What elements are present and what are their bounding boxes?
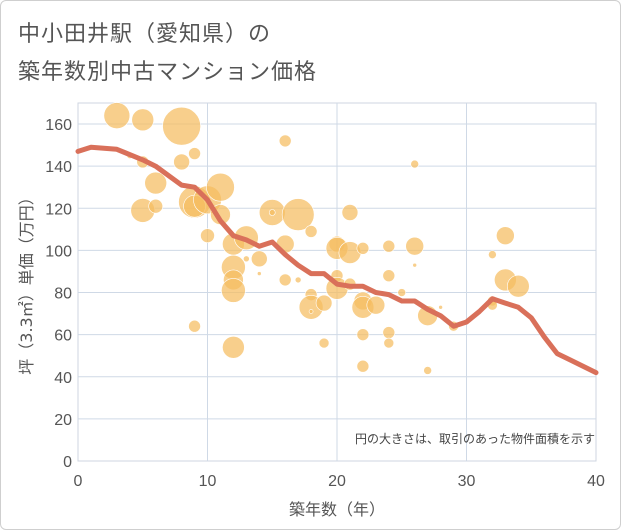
bubble-point: [250, 250, 268, 268]
bubble-point: [206, 172, 235, 202]
bubble-point: [188, 319, 201, 333]
bubble-point: [405, 236, 425, 256]
x-axis-title: 築年数（年）: [289, 500, 385, 519]
bubble-point: [131, 108, 155, 132]
bubble-point: [356, 242, 370, 255]
y-tick-label: 100: [45, 243, 72, 260]
bubble-point: [221, 278, 246, 303]
bubble-point: [423, 366, 432, 375]
y-tick-label: 160: [45, 117, 72, 134]
bubble-point: [148, 198, 163, 214]
bubble-point: [356, 328, 370, 341]
bubble-point: [268, 209, 276, 216]
bubble-point: [315, 294, 333, 312]
tick-labels: 0 20 40 60 80 100 120 140 160 0 10 20 30 40: [45, 117, 605, 490]
bubble-point: [338, 241, 362, 264]
bubbles: [103, 102, 530, 375]
bubble-point: [383, 337, 395, 349]
bubble-point: [256, 271, 262, 276]
y-tick-label: 0: [63, 454, 72, 471]
bubble-point: [188, 147, 201, 160]
bubble-point: [488, 250, 497, 259]
bubble-point: [382, 269, 396, 282]
bubble-point: [496, 226, 515, 245]
bubble-point: [103, 102, 131, 129]
y-tick-label: 20: [54, 412, 72, 429]
bubble-point: [356, 359, 370, 373]
bubble-point: [382, 326, 396, 339]
bubble-point: [162, 106, 201, 146]
chart-title-line2: 築年数別中古マンション価格: [18, 60, 318, 85]
bubble-point: [304, 225, 318, 238]
y-tick-label: 40: [54, 370, 72, 387]
size-note: 円の大きさは、取引のあった物件面積を示す: [355, 431, 595, 446]
y-tick-label: 80: [54, 286, 72, 303]
bubble-point: [397, 288, 407, 297]
x-tick-label: 30: [458, 473, 476, 490]
y-tick-label: 140: [45, 159, 72, 176]
bubble-point: [410, 159, 420, 169]
bubble-point: [200, 228, 215, 243]
bubble-point: [294, 276, 302, 284]
y-axis-title: 坪（3.3㎡）単価（万円）: [17, 189, 36, 374]
bubble-point: [318, 337, 330, 349]
bubble-point: [281, 198, 315, 231]
y-tick-label: 120: [45, 201, 72, 218]
x-tick-label: 40: [587, 473, 605, 490]
bubble-point: [366, 295, 386, 315]
bubble-point: [412, 262, 418, 268]
bubble-point: [278, 273, 292, 287]
x-tick-label: 20: [328, 473, 346, 490]
bubble-point: [222, 335, 245, 359]
bubble-point: [173, 153, 190, 171]
bubble-point: [278, 134, 292, 148]
bubble-point: [341, 204, 359, 221]
bubble-point: [144, 171, 167, 195]
bubble-point: [243, 255, 250, 263]
bubble-point: [308, 309, 314, 314]
trend-line: [75, 144, 599, 376]
bubble-point: [506, 274, 530, 298]
x-tick-label: 10: [199, 473, 217, 490]
x-tick-label: 0: [74, 473, 83, 490]
chart-title-line1: 中小田井駅（愛知県）の: [18, 22, 272, 47]
y-tick-label: 60: [54, 328, 72, 345]
bubble-point: [438, 304, 443, 310]
bubble-point: [382, 239, 396, 253]
